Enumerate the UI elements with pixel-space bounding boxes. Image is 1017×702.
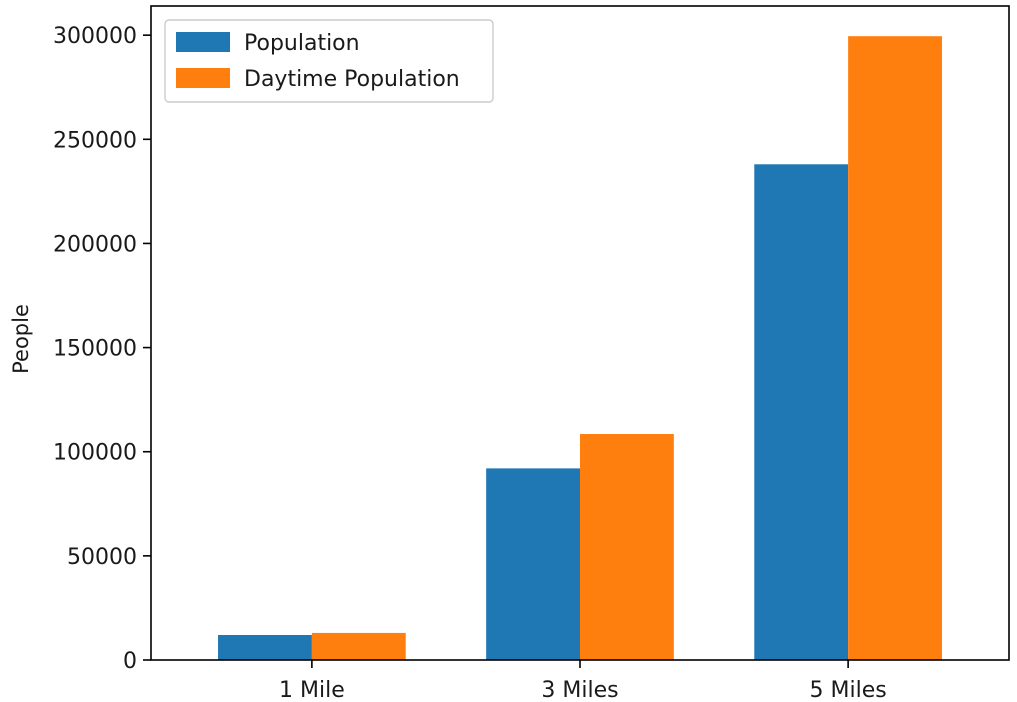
legend-swatch (176, 32, 230, 52)
legend-label: Daytime Population (244, 67, 460, 92)
y-tick-label: 0 (123, 649, 137, 674)
legend-swatch (176, 68, 230, 88)
plot-frame (150, 5, 1010, 661)
bar-daytime-population-1-mile (311, 632, 406, 660)
bar-population-1-mile (218, 635, 312, 660)
y-axis-label: People (9, 304, 33, 374)
bar-population-5-miles (754, 164, 849, 660)
bars-group (218, 36, 942, 661)
y-tick-label: 300000 (53, 24, 137, 49)
bar-daytime-population-5-miles (848, 36, 942, 661)
x-tick-label: 1 Mile (279, 678, 345, 702)
y-tick-label: 100000 (53, 441, 137, 466)
legend-box (164, 19, 494, 103)
x-tick-label: 3 Miles (541, 678, 618, 702)
y-tick-label: 250000 (53, 128, 137, 153)
x-axis: 1 Mile 3 Miles 5 Miles (279, 660, 887, 702)
legend: Population Daytime Population (164, 19, 494, 103)
x-tick-label: 5 Miles (810, 678, 887, 702)
y-tick-label: 150000 (53, 337, 137, 362)
y-tick-label: 200000 (53, 232, 137, 257)
bar-population-3-miles (486, 468, 580, 660)
bar-daytime-population-3-miles (580, 434, 674, 660)
y-axis: 0 50000 100000 150000 200000 250000 300000 (53, 24, 151, 674)
legend-label: Population (244, 31, 360, 56)
y-tick-label: 50000 (67, 545, 137, 570)
